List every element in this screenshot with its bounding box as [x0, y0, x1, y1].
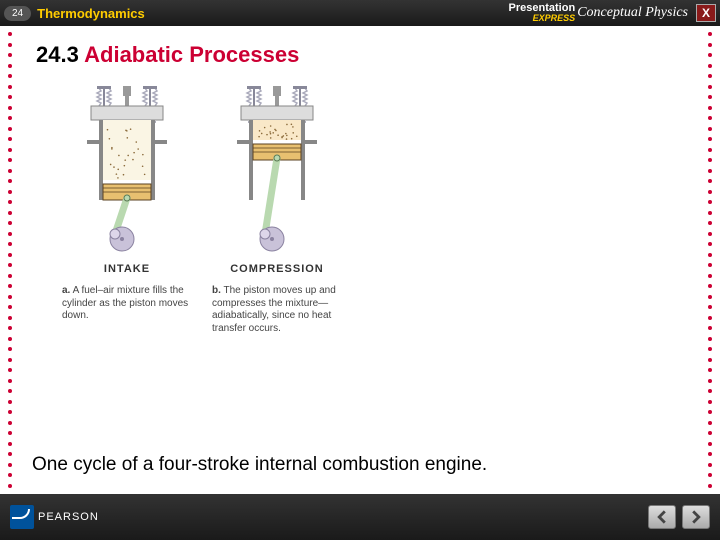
chapter-title: Thermodynamics: [37, 6, 145, 21]
publisher-label: PEARSON: [38, 511, 99, 523]
chapter-header: 24 Thermodynamics: [4, 6, 145, 21]
brand-book-title: Conceptual Physics: [577, 5, 688, 21]
section-name: Adiabatic Processes: [84, 42, 299, 67]
bottom-bar: PEARSON: [0, 494, 720, 540]
engine-diagram-icon: [217, 84, 337, 254]
engine-panel-label: COMPRESSION: [212, 263, 342, 275]
publisher-block: PEARSON: [10, 505, 99, 529]
close-icon: X: [702, 6, 710, 20]
nav-arrows: [648, 505, 710, 529]
engine-panel-caption: b. The piston moves up and compresses th…: [212, 285, 342, 335]
engine-panel-caption: a. A fuel–air mixture fills the cylinder…: [62, 285, 192, 323]
top-bar-right: Presentation EXPRESS Conceptual Physics …: [509, 3, 716, 23]
chapter-number-pill: 24: [4, 6, 31, 21]
engine-diagram-icon: [67, 84, 187, 254]
brand-express-label: EXPRESS: [533, 14, 576, 23]
pearson-logo-icon: [10, 505, 34, 529]
close-button[interactable]: X: [696, 4, 716, 22]
slide-caption: One cycle of a four-stroke internal comb…: [32, 454, 487, 476]
next-button[interactable]: [682, 505, 710, 529]
brand-block: Presentation EXPRESS Conceptual Physics: [509, 3, 688, 23]
engine-panel: COMPRESSION b. The piston moves up and c…: [212, 84, 342, 335]
prev-button[interactable]: [648, 505, 676, 529]
engine-panel-label: INTAKE: [62, 263, 192, 275]
slide-body: 24.3 Adiabatic Processes: [0, 26, 720, 494]
section-number: 24.3: [36, 42, 79, 67]
top-bar: 24 Thermodynamics Presentation EXPRESS C…: [0, 0, 720, 26]
chevron-right-icon: [689, 510, 703, 524]
section-heading: 24.3 Adiabatic Processes: [36, 42, 688, 68]
engine-panel: INTAKE a. A fuel–air mixture fills the c…: [62, 84, 192, 335]
engine-figure: INTAKE a. A fuel–air mixture fills the c…: [62, 84, 688, 335]
chevron-left-icon: [655, 510, 669, 524]
